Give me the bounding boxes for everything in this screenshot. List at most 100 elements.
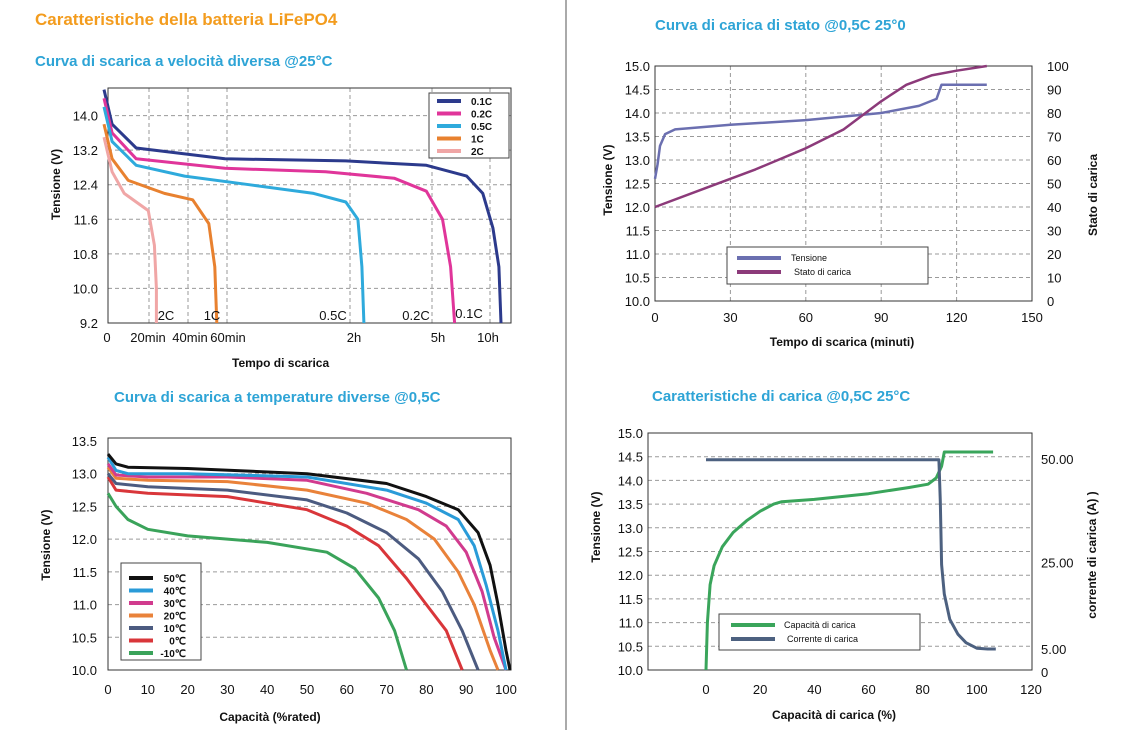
chart4-ytick: 12.0 [618, 568, 643, 583]
chart2-xlabel: Tempo di scarica (minuti) [770, 335, 914, 349]
chart4-y2tick: 5.00 [1041, 642, 1066, 657]
chart2-ytick: 13.5 [625, 130, 650, 145]
chart1-end-label: 0.5C [319, 308, 346, 323]
chart3-xtick: 70 [379, 682, 393, 697]
chart3-series--10℃ [106, 492, 408, 671]
chart2-xtick: 0 [651, 310, 658, 325]
chart-discharge-temps: Curva di scarica a temperature diverse @… [39, 389, 517, 724]
chart4-legend-box [718, 613, 921, 651]
chart1-series-2C [102, 136, 158, 323]
chart2-ytick: 12.0 [625, 200, 650, 215]
chart3-series-30℃ [106, 463, 508, 671]
chart3-ytick: 11.5 [73, 565, 97, 580]
chart4-xtick: 20 [753, 682, 767, 697]
chart2-ytick: 13.0 [625, 153, 650, 168]
chart2-y2tick: 60 [1047, 153, 1061, 168]
chart2-y2tick: 90 [1047, 83, 1061, 98]
chart3-xtick: 40 [260, 682, 274, 697]
chart1-xtick: 2h [347, 330, 361, 345]
chart1-xtick: 5h [431, 330, 445, 345]
chart-charge-characteristics: Caratteristiche di carica @0,5C 25°C 15.… [589, 388, 1099, 722]
chart3-xtick: 20 [180, 682, 194, 697]
chart3-ytick: 10.5 [72, 630, 97, 645]
chart1-ylabel: Tensione (V) [49, 149, 63, 220]
chart2-xtick: 90 [874, 310, 888, 325]
chart4-ylabel: Tensione (V) [589, 491, 603, 562]
chart1-plot-frame [107, 87, 512, 324]
chart2-xtick: 30 [723, 310, 737, 325]
chart3-xtick: 100 [495, 682, 517, 697]
chart4-ytick: 13.0 [618, 521, 643, 536]
chart3-xtick: 10 [141, 682, 155, 697]
chart3-ytick: 11.0 [73, 598, 97, 613]
chart1-ytick: 9.2 [80, 316, 98, 331]
chart1-ytick: 13.2 [73, 143, 98, 158]
chart2-series-Tensione [653, 83, 987, 180]
chart1-ytick: 12.4 [73, 178, 98, 193]
chart2-ytick: 14.5 [625, 83, 650, 98]
chart4-plot-frame [647, 432, 1033, 671]
chart1-series-1C [102, 123, 219, 324]
chart1-xtick: 10h [477, 330, 499, 345]
chart3-ytick: 13.5 [72, 434, 97, 449]
chart2-legend-label: Stato di carica [794, 267, 851, 277]
chart1-legend-label: 1C [471, 135, 484, 146]
chart3-plot-frame [107, 437, 512, 671]
chart1-title: Curva di scarica a velocità diversa @25°… [35, 53, 333, 70]
chart2-ylabel: Tensione (V) [601, 144, 615, 215]
chart4-ytick: 10.5 [618, 639, 643, 654]
chart4-xtick: 100 [966, 682, 988, 697]
chart3-legend-label: 40℃ [164, 587, 186, 598]
chart1-ytick: 10.0 [73, 281, 98, 296]
chart3-ytick: 10.0 [72, 663, 97, 678]
chart2-legend-box [726, 246, 929, 285]
chart2-y2tick: 50 [1047, 177, 1061, 192]
chart3-series-20℃ [106, 466, 500, 671]
chart2-ytick: 14.0 [625, 106, 650, 121]
chart3-series-50℃ [106, 453, 512, 671]
chart3-legend-label: 50℃ [164, 574, 186, 585]
chart-discharge-rates: Curva di scarica a velocità diversa @25°… [35, 53, 512, 370]
chart3-legend-label: 0℃ [169, 637, 186, 648]
chart4-ytick: 10.0 [618, 663, 643, 678]
chart3-xtick: 90 [459, 682, 473, 697]
chart4-ytick: 14.5 [618, 450, 643, 465]
chart1-end-label: 0.1C [455, 306, 482, 321]
chart1-xtick: 40min [172, 330, 207, 345]
chart4-series-Capacità di carica [704, 450, 994, 671]
chart1-ytick: 14.0 [73, 109, 98, 124]
chart4-title: Caratteristiche di carica @0,5C 25°C [652, 388, 910, 405]
chart4-xtick: 40 [807, 682, 821, 697]
chart4-legend-label: Corrente di carica [787, 634, 858, 644]
chart3-legend-label: 10℃ [164, 624, 186, 635]
chart1-ytick: 11.6 [74, 212, 98, 227]
chart3-xtick: 30 [220, 682, 234, 697]
chart1-series-0.5C [102, 106, 366, 324]
chart4-xtick: 120 [1020, 682, 1042, 697]
chart4-ytick: 13.5 [618, 497, 643, 512]
chart1-xtick: 20min [130, 330, 165, 345]
chart3-legend-label: -10℃ [160, 649, 186, 660]
main-title: Caratteristiche della batteria LiFePO4 [35, 10, 338, 29]
chart2-ytick: 11.5 [626, 224, 650, 239]
chart3-xtick: 60 [340, 682, 354, 697]
chart3-ytick: 12.0 [72, 532, 97, 547]
chart2-y2tick: 80 [1047, 106, 1061, 121]
chart3-series-10℃ [106, 472, 480, 671]
chart2-xtick: 60 [799, 310, 813, 325]
chart4-ytick: 11.0 [619, 616, 643, 631]
chart2-ytick: 11.0 [626, 247, 650, 262]
chart2-y2tick: 0 [1047, 294, 1054, 309]
chart4-xtick: 0 [702, 682, 709, 697]
chart2-ytick: 10.0 [625, 294, 650, 309]
chart3-xtick: 80 [419, 682, 433, 697]
chart4-legend-label: Capacità di carica [784, 620, 856, 630]
chart3-legend-label: 30℃ [164, 599, 186, 610]
chart2-y2tick: 100 [1047, 59, 1069, 74]
chart4-xlabel: Capacità di carica (%) [772, 708, 896, 722]
chart1-legend-label: 0.2C [471, 110, 492, 121]
chart2-ytick: 15.0 [625, 59, 650, 74]
chart2-y2tick: 40 [1047, 200, 1061, 215]
chart2-ytick: 10.5 [625, 271, 650, 286]
